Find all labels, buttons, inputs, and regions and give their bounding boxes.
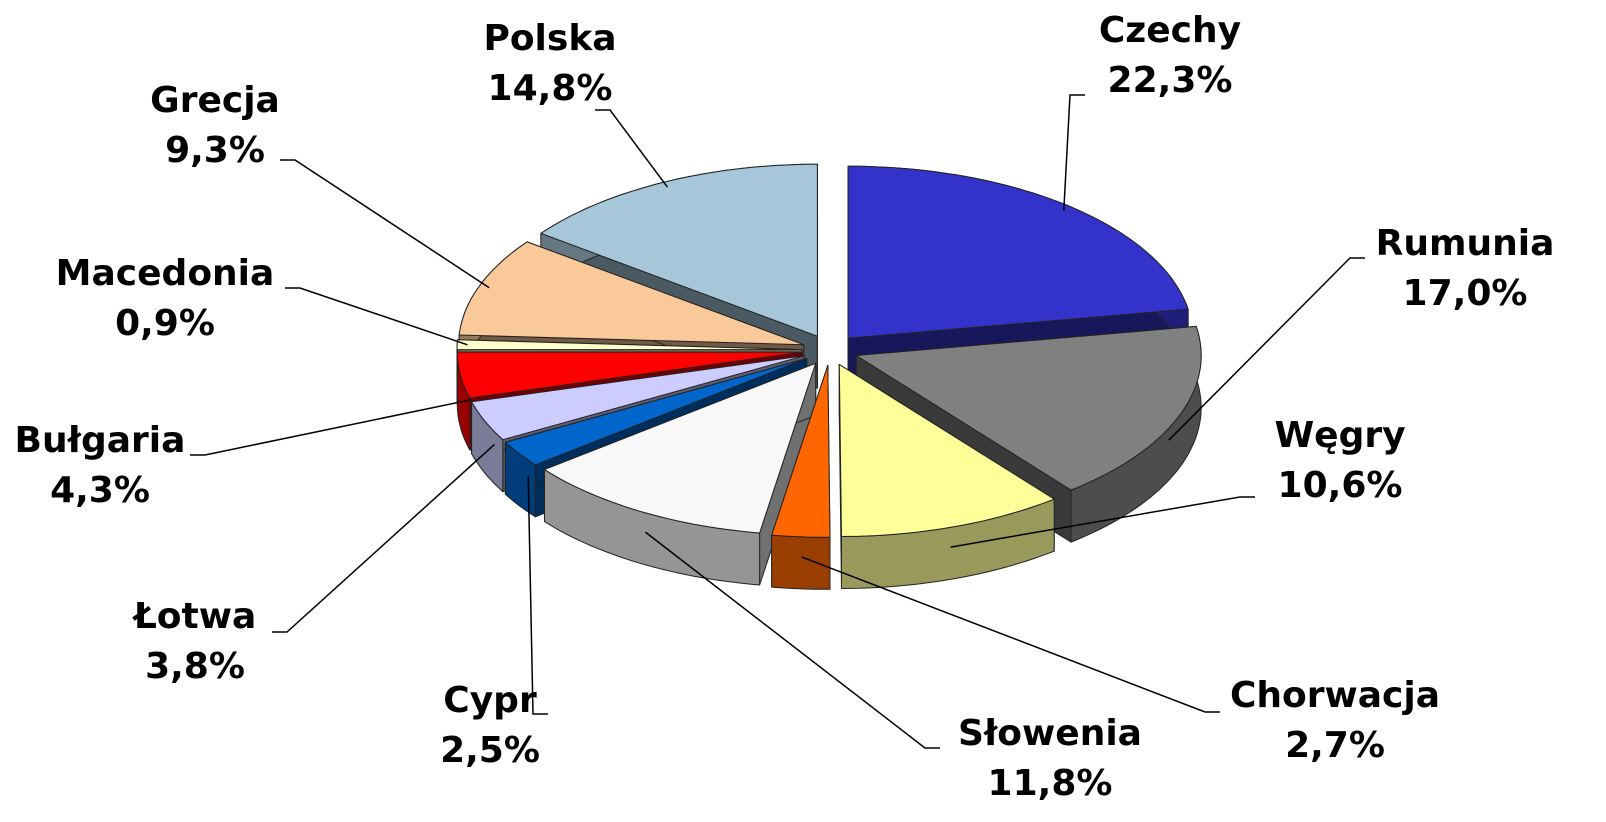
leader-line: [1168, 257, 1365, 441]
category-label: Słowenia: [958, 713, 1142, 754]
leader-line: [527, 476, 548, 715]
value-label: 2,7%: [1285, 725, 1385, 766]
leader-line: [190, 399, 471, 456]
slice-tops: [456, 163, 1202, 538]
category-label: Polska: [483, 18, 616, 59]
value-label: 4,3%: [50, 470, 150, 511]
slice: [456, 351, 803, 399]
category-label: Rumunia: [1376, 223, 1555, 264]
leader-line: [595, 109, 669, 188]
leader-line: [801, 556, 1220, 713]
category-label: Łotwa: [132, 596, 257, 637]
leader-line: [280, 159, 490, 289]
slice: [771, 364, 831, 538]
value-label: 9,3%: [165, 130, 265, 171]
category-label: Czechy: [1099, 10, 1241, 51]
leader-line: [950, 496, 1255, 548]
category-label: Węgry: [1274, 415, 1405, 456]
category-label: Grecja: [150, 80, 280, 121]
slice: [838, 364, 1055, 537]
value-label: 22,3%: [1108, 60, 1233, 101]
value-label: 10,6%: [1278, 465, 1403, 506]
value-label: 3,8%: [145, 646, 245, 687]
category-label: Bułgaria: [15, 420, 186, 461]
slice: [855, 325, 1202, 491]
leader-line: [272, 443, 496, 633]
category-label: Cypr: [443, 680, 537, 721]
leader-line: [644, 531, 940, 749]
leader-line: [285, 287, 468, 346]
slice: [504, 358, 808, 466]
value-label: 2,5%: [440, 730, 540, 771]
category-label: Chorwacja: [1230, 675, 1440, 716]
slice: [847, 165, 1189, 339]
value-label: 14,8%: [488, 68, 613, 109]
slice: [471, 355, 805, 441]
value-label: 0,9%: [115, 303, 215, 344]
labels: Czechy 22,3% Rumunia 17,0% Węgry 10,6% Chorwac…: [15, 10, 1555, 804]
slice: [544, 362, 817, 534]
value-label: 11,8%: [988, 763, 1113, 804]
value-label: 17,0%: [1403, 273, 1528, 314]
slice-side: [771, 534, 831, 590]
category-label: Macedonia: [56, 253, 275, 294]
slice: [456, 339, 803, 351]
leader-line: [1063, 94, 1085, 211]
slice: [458, 241, 805, 346]
slice: [540, 163, 818, 337]
